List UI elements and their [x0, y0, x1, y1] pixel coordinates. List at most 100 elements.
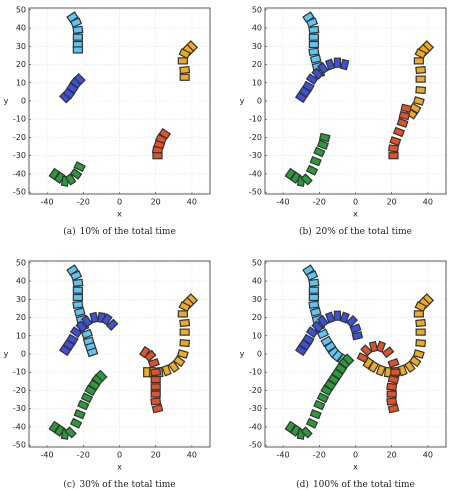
robot-box — [381, 346, 395, 359]
x-tick-label: 20 — [151, 451, 161, 460]
robot-box — [311, 320, 324, 333]
robot-box — [398, 110, 411, 121]
y-tick-label: -30 — [13, 151, 26, 160]
axes-frame — [264, 7, 447, 195]
y-tick-label: 50 — [252, 258, 262, 267]
robot-box — [150, 375, 161, 384]
y-tick-label: 20 — [252, 313, 262, 322]
robot-box — [388, 152, 399, 160]
robot-box — [178, 301, 191, 313]
x-tick-label: -40 — [41, 198, 54, 207]
robot-box — [308, 33, 319, 41]
x-tick-label: 0 — [117, 451, 122, 460]
robot-box — [80, 392, 94, 404]
robot-box — [386, 382, 398, 392]
robot-box — [172, 355, 186, 368]
robot-box — [324, 58, 336, 71]
y-tick-label: 20 — [16, 60, 26, 69]
robot-box — [89, 311, 99, 324]
y-tick-label: -10 — [249, 115, 262, 124]
robot-box — [308, 300, 320, 309]
robot-box — [300, 426, 313, 439]
caption-label: (a) — [63, 226, 75, 237]
y-tick-label: -50 — [249, 188, 262, 197]
robot-box — [388, 144, 400, 153]
robot-box — [313, 399, 326, 411]
robot-box — [144, 349, 157, 362]
robot-box — [324, 311, 336, 324]
robot-box — [345, 315, 359, 328]
robot-box — [177, 310, 188, 318]
y-tick-label: 10 — [252, 78, 262, 87]
x-tick-label: -20 — [77, 451, 90, 460]
y-tick-label: -30 — [13, 404, 26, 413]
caption-text: 30% of the total time — [79, 480, 175, 490]
robot-box — [150, 397, 162, 406]
robot-box — [403, 360, 416, 374]
caption-label: (d) — [296, 479, 309, 490]
robot-box — [308, 25, 320, 35]
robot-box — [151, 403, 164, 414]
robot-box — [305, 164, 319, 176]
y-axis-label: y — [4, 350, 9, 359]
x-axis-label: x — [117, 463, 122, 472]
robot-box — [302, 333, 315, 346]
robot-box — [147, 358, 160, 369]
robot-box — [72, 286, 83, 294]
y-tick-label: 10 — [16, 331, 26, 340]
robot-box — [75, 320, 88, 333]
x-tick-label: -20 — [313, 451, 326, 460]
y-tick-label: -50 — [13, 188, 26, 197]
robot-box — [375, 340, 387, 353]
robot-box — [73, 408, 86, 420]
y-tick-label: 0 — [257, 350, 262, 359]
robot-box — [375, 364, 387, 377]
caption-text: 100% of the total time — [313, 480, 415, 490]
x-tick-label: 40 — [423, 198, 433, 207]
robot-box — [413, 310, 424, 318]
robot-box — [69, 168, 83, 180]
y-axis-label: y — [4, 97, 9, 106]
robot-box — [415, 75, 426, 83]
robot-box — [300, 173, 313, 186]
robot-box — [386, 397, 398, 406]
robot-box — [167, 360, 180, 374]
y-tick-label: 40 — [252, 24, 262, 33]
y-tick-label: -40 — [249, 169, 262, 178]
robot-box — [81, 314, 93, 328]
robot-box — [316, 328, 330, 340]
robot-box — [408, 355, 422, 368]
y-tick-label: 0 — [21, 97, 26, 106]
robot-box — [72, 25, 84, 35]
y-tick-label: -30 — [249, 404, 262, 413]
x-tick-label: 20 — [387, 198, 397, 207]
robot-box — [73, 307, 86, 317]
y-tick-label: 50 — [16, 5, 26, 14]
robot-box — [100, 313, 113, 326]
y-tick-label: -20 — [249, 386, 262, 395]
robot-box — [143, 367, 151, 378]
y-tick-label: 30 — [252, 42, 262, 51]
robot-box — [309, 408, 322, 420]
x-tick-label: 40 — [187, 198, 197, 207]
y-tick-label: 50 — [252, 5, 262, 14]
caption: (a) 10% of the total time — [63, 226, 176, 237]
y-tick-label: -30 — [249, 151, 262, 160]
y-tick-label: 0 — [21, 350, 26, 359]
y-tick-label: -10 — [249, 368, 262, 377]
robot-box — [176, 349, 189, 359]
robot-box — [69, 417, 83, 429]
robot-box — [387, 374, 400, 385]
caption-text: 20% of the total time — [316, 227, 412, 237]
robot-box — [64, 426, 77, 439]
caption-label: (c) — [63, 479, 75, 490]
robot-box — [309, 307, 322, 317]
caption-text: 10% of the total time — [80, 227, 176, 237]
x-tick-label: -40 — [277, 451, 290, 460]
robot-box — [177, 57, 188, 65]
robot-box — [72, 300, 84, 309]
axes-frame — [264, 260, 447, 448]
robot-box — [413, 57, 424, 65]
y-tick-label: -50 — [13, 441, 26, 450]
robot-box — [390, 368, 401, 376]
